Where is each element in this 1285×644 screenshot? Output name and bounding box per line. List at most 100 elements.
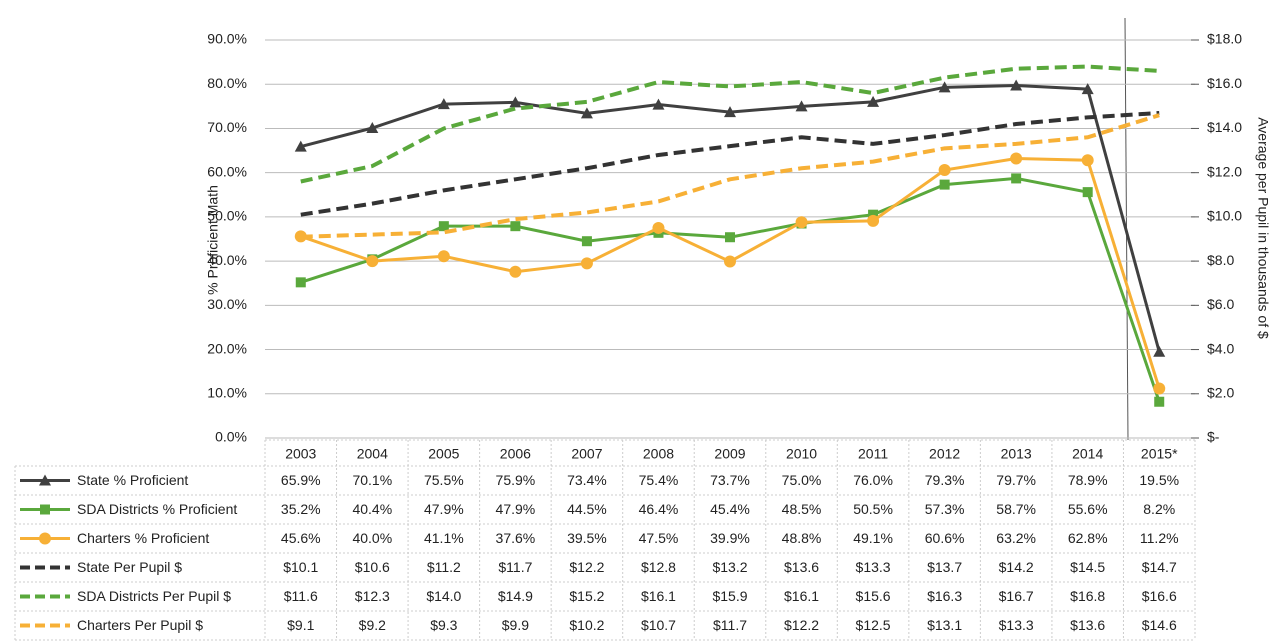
marker	[1010, 79, 1023, 91]
table-value: 79.7%	[996, 472, 1036, 488]
marker	[1082, 187, 1093, 198]
table-value: 78.9%	[1068, 472, 1108, 488]
table-value: 47.9%	[424, 501, 464, 517]
y2-tick-label: $6.0	[1207, 296, 1234, 312]
table-value: 75.9%	[496, 472, 536, 488]
legend-label: Charters Per Pupil $	[77, 617, 203, 633]
legend-label: State Per Pupil $	[77, 559, 182, 575]
x-tick-label: 2015*	[1141, 446, 1178, 462]
table-value: 40.0%	[352, 530, 392, 546]
y-tick-label: 50.0%	[207, 208, 247, 224]
marker	[366, 122, 379, 134]
table-value: $10.1	[283, 559, 318, 575]
y-tick-label: 60.0%	[207, 163, 247, 179]
marker	[437, 250, 450, 263]
table-value: 48.8%	[782, 530, 822, 546]
table-value: $13.3	[999, 617, 1034, 633]
y2-tick-label: $12.0	[1207, 163, 1242, 179]
y2-tick-label: $16.0	[1207, 75, 1242, 91]
x-tick-label: 2006	[500, 446, 531, 462]
table-value: 60.6%	[925, 530, 965, 546]
marker	[1153, 345, 1166, 357]
table-value: $10.7	[641, 617, 676, 633]
table-value: $13.6	[784, 559, 819, 575]
legend-marker	[39, 532, 51, 545]
table-value: $9.3	[430, 617, 457, 633]
table-value: $11.7	[713, 617, 747, 633]
legend-marker	[40, 504, 50, 515]
table-value: 49.1%	[853, 530, 893, 546]
table-value: 45.6%	[281, 530, 321, 546]
series-line	[300, 84, 1161, 353]
marker	[294, 140, 307, 152]
table-value: $14.2	[999, 559, 1034, 575]
y2-axis-title: Average per Pupil in thousands of $	[1255, 117, 1271, 339]
x-tick-label: 2008	[643, 446, 674, 462]
marker	[652, 98, 665, 110]
marker	[437, 98, 450, 110]
table-value: $11.2	[427, 559, 461, 575]
x-tick-label: 2011	[858, 446, 888, 462]
marker	[724, 106, 736, 118]
table-value: 48.5%	[782, 501, 822, 517]
table-value: $13.2	[712, 559, 747, 575]
table-value: $15.6	[856, 588, 891, 604]
legend-label: SDA Districts Per Pupil $	[77, 588, 231, 604]
marker	[725, 232, 735, 243]
marker	[795, 216, 808, 229]
table-value: $16.7	[999, 588, 1034, 604]
table-value: 47.9%	[496, 501, 536, 517]
table-value: $9.1	[287, 617, 314, 633]
table-value: $11.7	[498, 559, 532, 575]
marker	[1153, 382, 1166, 395]
table-value: $12.5	[856, 617, 891, 633]
table-value: 11.2%	[1140, 530, 1179, 546]
table-value: $12.2	[569, 559, 604, 575]
y-tick-label: 10.0%	[207, 384, 247, 400]
table-value: 37.6%	[496, 530, 536, 546]
marker	[295, 277, 306, 288]
y-tick-label: 40.0%	[207, 252, 247, 268]
table-value: $13.3	[856, 559, 891, 575]
y-tick-label: 20.0%	[207, 340, 247, 356]
x-tick-label: 2004	[357, 446, 388, 462]
table-value: 44.5%	[567, 501, 607, 517]
table-value: $15.9	[712, 588, 747, 604]
marker	[509, 265, 522, 278]
marker	[1011, 173, 1022, 184]
table-value: $16.1	[641, 588, 676, 604]
x-tick-label: 2003	[285, 446, 316, 462]
series-line	[300, 176, 1161, 403]
marker	[1010, 152, 1023, 165]
table-value: $12.2	[784, 617, 819, 633]
table-value: 39.9%	[710, 530, 750, 546]
y-tick-label: 80.0%	[207, 75, 247, 91]
table-value: 35.2%	[281, 501, 321, 517]
x-tick-label: 2013	[1001, 446, 1032, 462]
table-value: 40.4%	[352, 501, 392, 517]
marker	[580, 107, 593, 119]
series-line	[300, 110, 1160, 217]
table-value: 75.4%	[639, 472, 679, 488]
marker	[939, 179, 950, 190]
x-tick-label: 2005	[428, 446, 459, 462]
y2-tick-label: $4.0	[1207, 340, 1234, 356]
marker	[1154, 396, 1165, 407]
table-value: 73.7%	[710, 472, 750, 488]
y-tick-label: 30.0%	[207, 296, 247, 312]
y2-tick-label: $18.0	[1207, 31, 1242, 47]
table-value: $14.6	[1142, 617, 1177, 633]
table-value: $14.0	[426, 588, 461, 604]
table-value: 58.7%	[996, 501, 1036, 517]
table-value: $10.6	[355, 559, 390, 575]
marker	[652, 221, 665, 234]
table-value: $13.1	[927, 617, 962, 633]
y2-tick-label: $2.0	[1207, 384, 1234, 400]
marker	[509, 96, 522, 108]
x-tick-label: 2009	[714, 446, 745, 462]
table-value: $9.9	[502, 617, 529, 633]
marker	[1081, 83, 1094, 95]
table-value: $13.6	[1070, 617, 1105, 633]
marker	[795, 100, 808, 112]
